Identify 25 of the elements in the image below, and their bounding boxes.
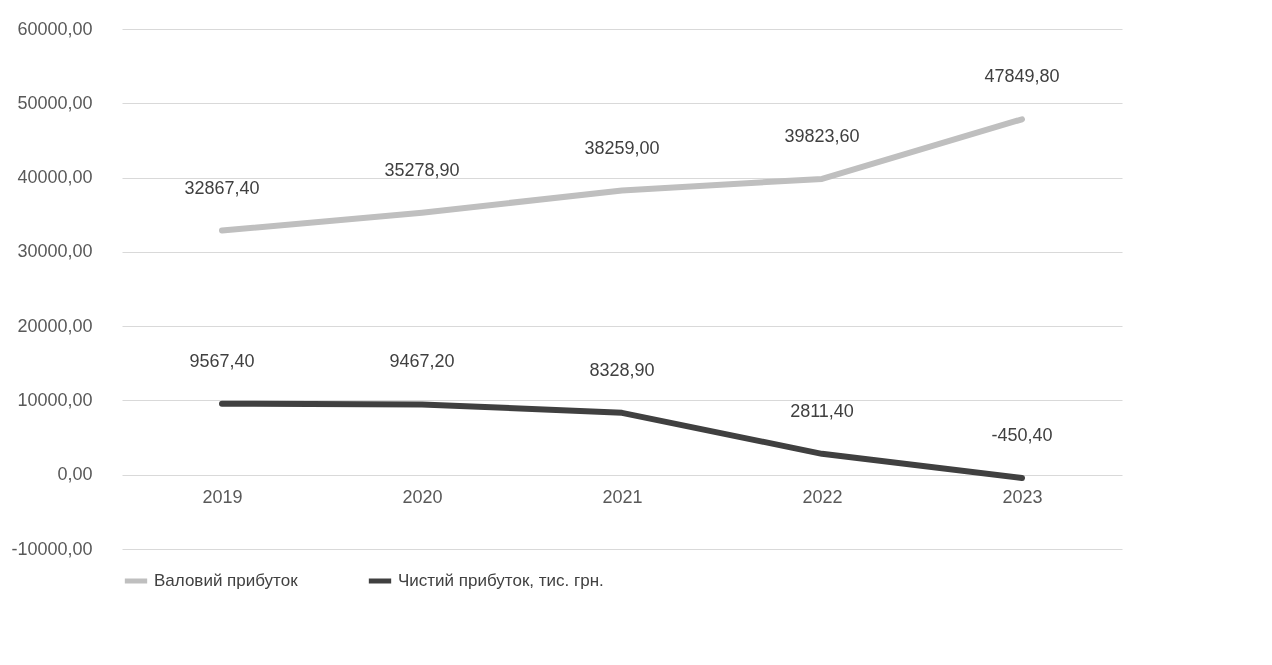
data-label: 32867,40: [184, 177, 260, 198]
y-tick-label: 20000,00: [17, 315, 93, 336]
data-label: 8328,90: [589, 359, 655, 380]
y-tick-label: -10000,00: [11, 538, 93, 559]
y-tick-label: 60000,00: [17, 18, 93, 39]
data-label: 9467,20: [389, 351, 455, 372]
y-tick-label: 0,00: [57, 464, 93, 485]
legend-label: Чистий прибуток, тис. грн.: [398, 571, 604, 590]
data-label: 2811,40: [790, 400, 854, 421]
data-label: 35278,90: [384, 159, 460, 180]
data-label: 9567,40: [189, 350, 255, 371]
y-tick-label: 30000,00: [17, 241, 93, 262]
y-tick-label: 10000,00: [17, 389, 93, 410]
data-label: -450,40: [991, 425, 1053, 446]
x-tick-label: 2021: [602, 487, 643, 508]
data-label: 38259,00: [584, 137, 660, 158]
x-tick-label: 2023: [1002, 487, 1043, 508]
y-tick-label: 50000,00: [17, 92, 93, 113]
x-tick-label: 2020: [402, 487, 443, 508]
data-label: 39823,60: [784, 125, 860, 146]
data-label: 47849,80: [984, 66, 1060, 87]
legend-label: Валовий прибуток: [154, 571, 299, 590]
x-tick-label: 2022: [802, 487, 843, 508]
y-tick-label: 40000,00: [17, 167, 93, 188]
x-tick-label: 2019: [202, 487, 243, 508]
